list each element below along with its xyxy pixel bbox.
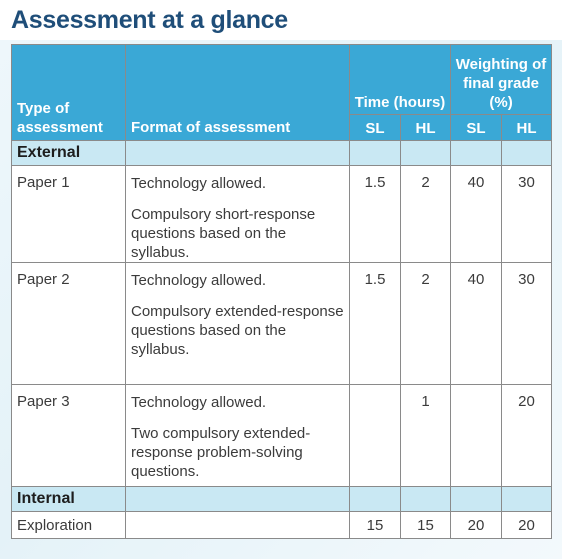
time-hl-value: 2 <box>399 165 452 263</box>
section-row-external: External <box>11 140 553 166</box>
header-format: Format of assessment <box>125 44 350 141</box>
weight-sl-value <box>450 384 503 487</box>
weight-hl-value: 30 <box>501 262 553 385</box>
header-time-hl: HL <box>399 114 452 141</box>
time-sl-value <box>349 384 401 487</box>
row-type-paper-1: Paper 1 <box>11 165 126 263</box>
format-line: Two compulsory extended-response problem… <box>131 425 311 480</box>
section-label-external: External <box>11 140 126 166</box>
row-type-paper-2: Paper 2 <box>11 262 126 385</box>
weight-sl-value: 40 <box>450 262 503 385</box>
header-time-label: Time (hours) <box>354 94 446 111</box>
table-row: Exploration 15 15 20 20 <box>11 511 553 539</box>
weight-sl-value: 40 <box>450 165 503 263</box>
header-time: Time (hours) <box>348 44 452 115</box>
time-sl-value: 15 <box>349 511 401 539</box>
weight-hl-value: 20 <box>501 511 553 539</box>
format-line: Compulsory short-response questions base… <box>131 206 316 261</box>
time-hl-value: 2 <box>399 262 452 385</box>
table-row: Paper 1 Technology allowed. Compulsory s… <box>11 165 553 263</box>
weight-hl-value: 30 <box>501 165 553 263</box>
section-row-internal: Internal <box>11 486 553 512</box>
time-hl-value: 15 <box>399 511 452 539</box>
header-row-top: Type of assessment Format of assessment … <box>11 44 553 141</box>
format-line: Technology allowed. <box>131 175 267 192</box>
weight-sl-value: 20 <box>450 511 503 539</box>
format-line: Technology allowed. <box>131 394 267 411</box>
header-weight-hl: HL <box>501 114 553 141</box>
section-label-internal: Internal <box>11 486 126 512</box>
header-time-sl: SL <box>349 114 401 141</box>
row-format-paper-2: Technology allowed. Compulsory extended-… <box>125 262 350 385</box>
header-weight-sl: SL <box>450 114 503 141</box>
table-row: Paper 2 Technology allowed. Compulsory e… <box>11 262 553 385</box>
row-type-exploration: Exploration <box>11 511 126 539</box>
header-row-bottom: SL HL SL HL <box>12 114 553 141</box>
time-sl-value: 1.5 <box>349 262 401 385</box>
weight-hl-value: 20 <box>501 384 553 487</box>
header-format-label: Format of assessment <box>131 119 291 136</box>
row-format-paper-1: Technology allowed. Compulsory short-res… <box>125 165 350 263</box>
header-type-label: Type of assessment <box>17 100 103 136</box>
time-hl-value: 1 <box>399 384 452 487</box>
page-title: Assessment at a glance <box>11 6 288 34</box>
time-sl-value: 1.5 <box>349 165 401 263</box>
header-type: Type of assessment <box>11 44 126 141</box>
header-weighting: Weighting of final grade (%) <box>450 44 553 115</box>
row-format-paper-3: Technology allowed. Two compulsory exten… <box>125 384 350 487</box>
table-row: Paper 3 Technology allowed. Two compulso… <box>11 384 553 487</box>
row-format-exploration <box>125 511 350 539</box>
format-line: Technology allowed. <box>131 272 267 289</box>
assessment-table: Type of assessment Format of assessment … <box>11 44 553 539</box>
row-type-paper-3: Paper 3 <box>11 384 126 487</box>
header-weighting-label: Weighting of final grade (%) <box>455 56 547 111</box>
format-line: Compulsory extended-response questions b… <box>131 303 344 358</box>
